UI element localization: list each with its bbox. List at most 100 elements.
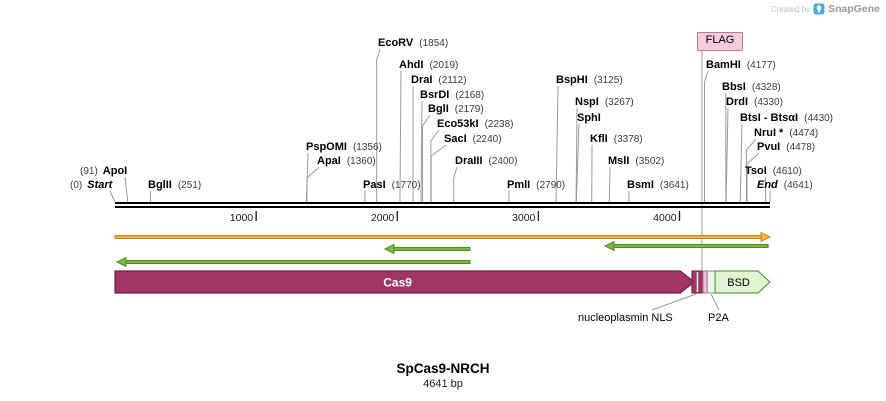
restriction-site-label-draiii[interactable]: DraIII (2400) <box>455 155 517 168</box>
site-connector-line <box>109 190 116 203</box>
site-position: (3641) <box>659 180 689 191</box>
site-position: (1854) <box>419 38 449 49</box>
site-position: (3378) <box>613 134 643 145</box>
restriction-site-label-pspomi[interactable]: PspOMI (1356) <box>306 141 382 154</box>
site-name: DraI <box>411 74 433 86</box>
site-position: (2168) <box>455 90 485 101</box>
construct-length: 4641 bp <box>423 378 463 390</box>
site-name: Start <box>87 179 113 191</box>
site-name: BamHI <box>706 59 741 71</box>
site-position: (1356) <box>352 142 382 153</box>
site-name: PmlI <box>507 179 531 191</box>
restriction-site-label-pvui[interactable]: PvuI (4478) <box>757 141 815 154</box>
site-position: (4330) <box>754 97 783 108</box>
restriction-site-label-nspi[interactable]: NspI (3267) <box>575 96 634 109</box>
site-position: (3267) <box>604 97 634 108</box>
restriction-site-label-bamhi[interactable]: BamHI (4177) <box>706 59 776 72</box>
site-connector-line <box>306 166 320 202</box>
site-name: NruI * <box>754 127 784 139</box>
restriction-site-label-bsrdi[interactable]: BsrDI (2168) <box>420 89 484 102</box>
bsd-feature-arrow[interactable] <box>714 270 771 294</box>
site-position: (2238) <box>484 119 514 130</box>
orf-reverse-mid-arrowhead[interactable] <box>383 243 395 255</box>
site-position: (4478) <box>786 142 816 153</box>
restriction-site-label-bsphi[interactable]: BspHI (3125) <box>556 74 623 87</box>
restriction-site-label-nrui[interactable]: NruI * (4474) <box>754 127 818 140</box>
restriction-site-label-ahdi[interactable]: AhdI (2019) <box>399 59 458 72</box>
restriction-site-label-start[interactable]: (0) Start <box>70 179 112 192</box>
site-name: BbsI <box>722 81 746 93</box>
site-name: DrdI <box>726 96 748 108</box>
site-connector-line <box>124 176 129 203</box>
site-connector-line <box>376 48 381 202</box>
site-position: (2790) <box>536 180 566 191</box>
site-position: (0) <box>70 180 83 191</box>
restriction-site-label-tsoi[interactable]: TsoI (4610) <box>745 165 802 178</box>
site-position: (4177) <box>746 60 776 71</box>
site-connector-line <box>739 123 743 203</box>
orf-reverse-long-arrowhead[interactable] <box>115 256 127 268</box>
site-position: (4430) <box>804 113 834 124</box>
site-name: ApaI <box>317 155 341 167</box>
site-name: SacI <box>444 133 467 145</box>
cas9-feature-arrow[interactable] <box>114 270 696 294</box>
site-name: BsrDI <box>420 89 450 101</box>
site-position: (91) <box>80 166 98 177</box>
site-name: BglI <box>428 103 449 115</box>
site-connector-line <box>430 144 447 202</box>
site-name: BtsI - BtsαI <box>740 112 799 124</box>
site-name: TsoI <box>745 165 767 177</box>
orf-forward-full-arrowhead[interactable] <box>760 231 772 243</box>
site-connector-line <box>704 70 709 202</box>
site-position: (2400) <box>488 156 518 167</box>
cas9-feature-label: Cas9 <box>383 276 412 290</box>
restriction-site-label-bsmi[interactable]: BsmI (3641) <box>627 179 689 192</box>
restriction-site-label-pmli[interactable]: PmlI (2790) <box>507 179 565 192</box>
restriction-site-label-msli[interactable]: MslI (3502) <box>608 155 664 168</box>
restriction-site-label-apoi[interactable]: (91) ApoI <box>80 165 127 178</box>
site-name: PspOMI <box>306 141 347 153</box>
watermark: Created by SnapGene <box>771 3 880 15</box>
site-position: (251) <box>177 180 202 191</box>
restriction-site-label-drdi[interactable]: DrdI (4330) <box>726 96 783 109</box>
restriction-site-label-bglii[interactable]: BglII (251) <box>148 179 201 192</box>
restriction-site-label-bbsi[interactable]: BbsI (4328) <box>722 81 781 94</box>
site-position: (4641) <box>783 180 813 191</box>
site-name: PvuI <box>757 141 781 153</box>
restriction-site-label-btsi-bts-i[interactable]: BtsI - BtsαI (4430) <box>740 112 833 125</box>
restriction-site-label-drai[interactable]: DraI (2112) <box>411 74 467 87</box>
restriction-site-label-kfli[interactable]: KflI (3378) <box>590 133 643 146</box>
site-name: Eco53kI <box>437 118 479 130</box>
site-position: (4610) <box>772 166 802 177</box>
restriction-site-label-apai[interactable]: ApaI (1360) <box>317 155 376 168</box>
site-position: (1770) <box>391 180 421 191</box>
callout-line <box>710 293 720 311</box>
restriction-site-label-eco53ki[interactable]: Eco53kI (2238) <box>437 118 514 131</box>
site-position: (3125) <box>593 75 623 86</box>
ruler-label: 2000 <box>371 212 395 224</box>
flag-tag-badge[interactable]: FLAG <box>697 32 743 51</box>
site-position: (1360) <box>346 156 376 167</box>
site-connector-line <box>453 166 458 202</box>
brand-name: SnapGene <box>828 3 880 15</box>
site-connector-line <box>575 123 580 203</box>
ruler-label: 4000 <box>653 212 677 224</box>
site-name: NspI <box>575 96 599 108</box>
restriction-site-label-bgli[interactable]: BglI (2179) <box>428 103 484 116</box>
site-connector-line <box>746 152 760 202</box>
restriction-site-label-sphi[interactable]: SphI <box>577 112 601 124</box>
site-name: KflI <box>590 133 608 145</box>
snapgene-logo-icon <box>813 3 825 15</box>
callout-nucleoplasmin-nls[interactable]: nucleoplasmin NLS <box>578 312 673 324</box>
orf-reverse-right-arrowhead[interactable] <box>603 240 615 252</box>
restriction-site-label-pasi[interactable]: PasI (1770) <box>363 179 421 192</box>
restriction-site-label-end[interactable]: End (4641) <box>757 179 813 192</box>
callout-p2a[interactable]: P2A <box>708 312 729 324</box>
restriction-site-label-saci[interactable]: SacI (2240) <box>444 133 502 146</box>
site-position: (4328) <box>751 82 781 93</box>
bsd-feature-label: BSD <box>727 277 750 289</box>
restriction-site-label-ecorv[interactable]: EcoRV (1854) <box>378 37 448 50</box>
ruler-label: 1000 <box>230 212 254 224</box>
